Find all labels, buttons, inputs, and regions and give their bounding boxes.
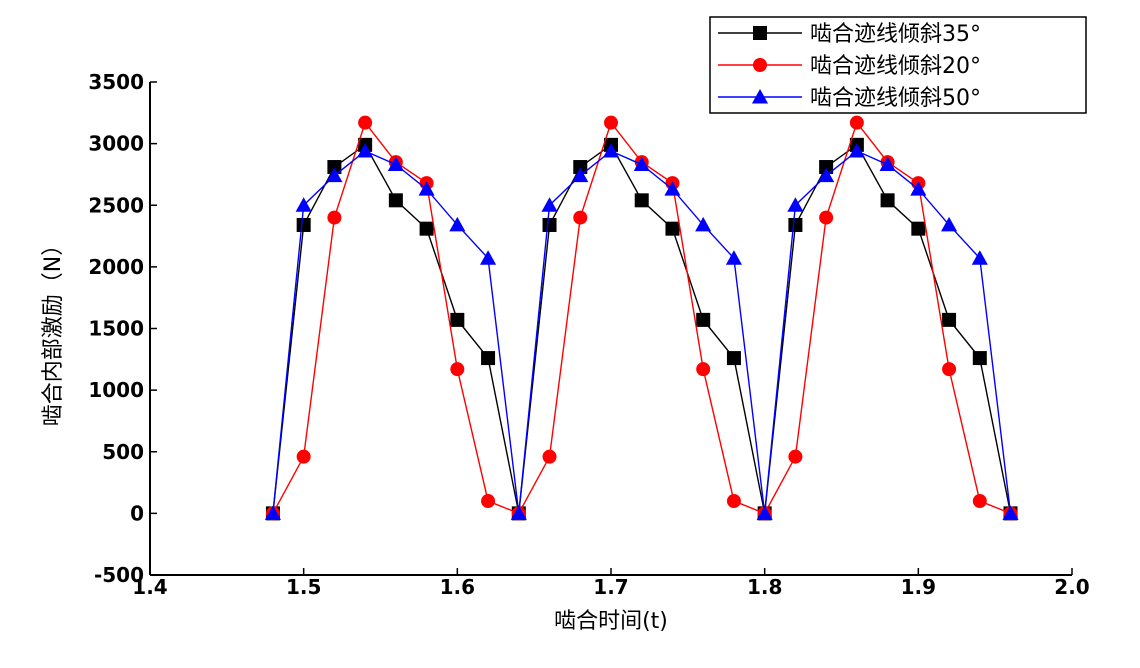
series-2-point [604, 115, 618, 130]
series-3-point [633, 156, 650, 172]
series-3-point [326, 167, 343, 183]
series-3-point [695, 216, 712, 232]
series-1-point [880, 193, 895, 208]
y-tick-label: -500 [94, 563, 144, 587]
series-3-point [756, 505, 773, 520]
series-2-point [542, 449, 557, 464]
series-3-point [357, 142, 374, 158]
series-1-point [481, 351, 496, 366]
series-3-point [941, 216, 958, 232]
series-2-point [481, 494, 496, 509]
series-3-point [541, 197, 558, 212]
series-2 [265, 115, 1018, 521]
series-1-point [419, 221, 434, 236]
series-2-point [849, 115, 864, 130]
series-1-point [388, 193, 403, 208]
legend-marker [753, 26, 767, 40]
series-1-point [665, 221, 680, 236]
legend: 啮合迹线倾斜35° 啮合迹线倾斜20° 啮合迹线倾斜50° [709, 16, 1087, 114]
series-1-point [696, 312, 711, 327]
series-3-point [879, 156, 896, 172]
legend-marker [753, 58, 767, 72]
series-2-point [788, 449, 803, 464]
series-3-point [264, 505, 281, 520]
series-3-point [602, 142, 620, 158]
series-3-point [480, 250, 497, 265]
series-2-point [819, 210, 834, 225]
series-2-point [358, 115, 373, 130]
legend-label: 啮合迹线倾斜35° [810, 22, 981, 47]
series-3-point [725, 250, 742, 265]
series-3 [264, 142, 1019, 520]
series-2-point [696, 362, 711, 377]
x-tick-label: 1.9 [901, 575, 936, 599]
y-tick-label: 3000 [88, 132, 144, 156]
series-1-point [819, 160, 834, 175]
series-3-point [572, 167, 589, 183]
series-2-point [726, 494, 741, 509]
y-tick-label: 2000 [88, 255, 144, 279]
axes: 1.4 1.5 1.6 1.7 1.8 1.9 2.0 -500 0 500 1000 1500 200… [88, 70, 1089, 599]
x-tick-label: 2.0 [1054, 575, 1089, 599]
x-tick-label: 1.6 [440, 575, 475, 599]
legend-marker [751, 88, 769, 104]
x-axis-title: 啮合时间(t) [554, 609, 668, 634]
series-1-point [788, 217, 803, 232]
series-3-point [1002, 505, 1019, 520]
series-1-point [634, 193, 649, 208]
series-3-point [387, 156, 404, 172]
series-3-point [295, 197, 312, 212]
y-axis-title: 啮合内部激励（N） [41, 234, 66, 426]
x-tick-label: 1.7 [593, 575, 628, 599]
legend-label: 啮合迹线倾斜20° [810, 54, 981, 79]
y-tick-label: 3500 [88, 70, 144, 94]
series-1-point [327, 160, 342, 175]
y-tick-label: 1500 [88, 317, 144, 341]
legend-entry-1: 啮合迹线倾斜35° [718, 22, 981, 47]
series-1-point [942, 312, 957, 327]
legend-label: 啮合迹线倾斜50° [810, 86, 981, 111]
y-tick-label: 0 [130, 501, 144, 525]
series-layer [264, 115, 1019, 521]
series-3-point [664, 181, 681, 196]
series-2-point [450, 362, 465, 377]
series-1 [265, 137, 1018, 521]
y-tick-label: 2500 [88, 193, 144, 217]
series-3-point [449, 216, 466, 232]
series-3-point [818, 167, 835, 183]
series-2-point [972, 494, 987, 509]
x-tick-label: 1.5 [286, 575, 321, 599]
series-3-point [910, 181, 927, 196]
series-1-point [542, 217, 557, 232]
x-tick-label: 1.8 [747, 575, 782, 599]
y-tick-label: 500 [102, 440, 144, 464]
series-1-point [911, 221, 926, 236]
series-2-point [573, 210, 588, 225]
series-2-line [272, 121, 1011, 515]
series-3-point [971, 250, 988, 265]
series-3-point [848, 142, 865, 158]
series-2-point [327, 210, 342, 225]
y-tick-label: 1000 [88, 378, 144, 402]
x-tick-label: 1.4 [132, 575, 167, 599]
series-1-point [726, 351, 741, 366]
series-1-point [972, 351, 987, 366]
series-1-point [296, 217, 311, 232]
series-2-point [296, 449, 311, 464]
series-1-point [573, 160, 588, 175]
series-1-point [450, 312, 465, 327]
series-3-point [418, 181, 435, 196]
series-2-point [942, 362, 957, 377]
series-3-point [510, 505, 527, 520]
legend-entry-3: 啮合迹线倾斜50° [718, 86, 981, 111]
series-3-point [787, 197, 804, 212]
legend-entry-2: 啮合迹线倾斜20° [718, 54, 981, 79]
